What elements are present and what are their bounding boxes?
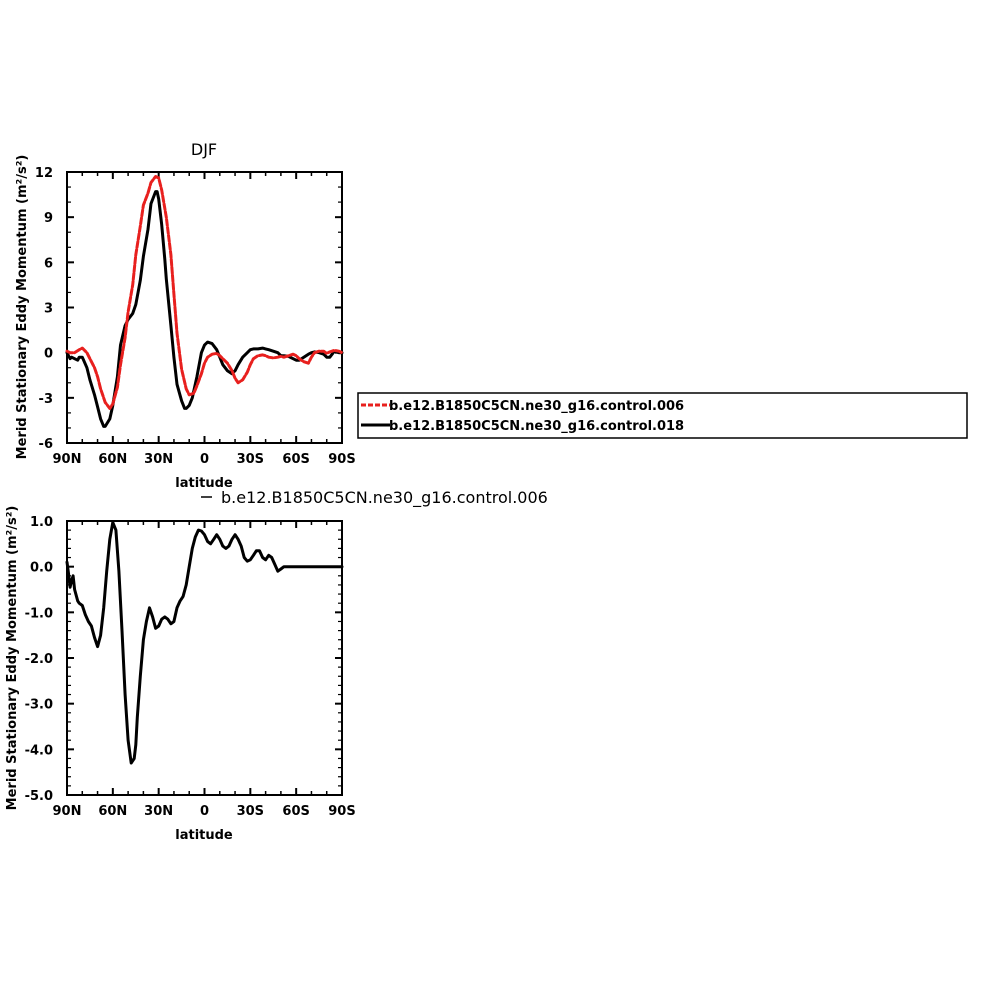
- top-y-tick-label: 12: [35, 166, 53, 181]
- bottom-x-tick-label: 90S: [328, 804, 355, 819]
- top-y-tick-label: 3: [44, 302, 53, 317]
- bottom-y-tick-label: 1.0: [30, 515, 53, 530]
- top-x-tick-label: 30N: [144, 452, 173, 467]
- top-x-tick-label: 60S: [282, 452, 309, 467]
- top-y-tick-label: -6: [39, 437, 53, 452]
- top-x-tick-label: 90N: [53, 452, 82, 467]
- bottom-x-axis-label: latitude: [175, 828, 233, 843]
- top-x-axis-label: latitude: [175, 476, 233, 491]
- top-panel: DJF 90N 60N 30N 0 30S 60S 90S -6 -3 0 3 6 9 12 latit…: [15, 140, 356, 491]
- top-series-lines: [65, 175, 344, 428]
- top-x-tick-label: 60N: [98, 452, 127, 467]
- bottom-series-line-0: [65, 520, 344, 765]
- bottom-y-tick-label: -4.0: [25, 743, 53, 758]
- top-plot-frame: [66, 171, 343, 444]
- top-y-tick-label: 6: [44, 256, 53, 271]
- bottom-y-tick-label: 0.0: [30, 561, 53, 576]
- legend: b.e12.B1850C5CN.ne30_g16.control.006 b.e…: [357, 392, 968, 439]
- bottom-x-tick-label: 0: [200, 804, 209, 819]
- top-y-tick-label: 0: [44, 347, 53, 362]
- bottom-x-tick-label: 30S: [237, 804, 264, 819]
- legend-label-control-018: b.e12.B1850C5CN.ne30_g16.control.018: [389, 419, 684, 434]
- difference-legend-label: b.e12.B1850C5CN.ne30_g16.control.006: [221, 488, 548, 508]
- bottom-series-lines: [65, 520, 344, 765]
- bottom-y-ticks: 1.0 0.0 -1.0 -2.0 -3.0 -4.0 -5.0: [25, 515, 342, 804]
- bottom-y-axis-label: Merid Stationary Eddy Momentum (m²/s²): [5, 506, 20, 811]
- bottom-panel: b.e12.B1850C5CN.ne30_g16.control.006 90N…: [5, 488, 548, 843]
- bottom-y-tick-label: -5.0: [25, 789, 53, 804]
- top-chart-title: DJF: [191, 140, 217, 159]
- bottom-y-tick-label: -1.0: [25, 606, 53, 621]
- top-y-ticks: -6 -3 0 3 6 9 12: [35, 166, 342, 452]
- bottom-x-tick-label: 60N: [98, 804, 127, 819]
- top-x-ticks: 90N 60N 30N 0 30S 60S 90S: [53, 172, 356, 467]
- top-y-axis-label: Merid Stationary Eddy Momentum (m²/s²): [15, 155, 30, 460]
- top-y-tick-label: -3: [39, 392, 53, 407]
- bottom-x-tick-label: 90N: [53, 804, 82, 819]
- top-x-tick-label: 90S: [328, 452, 355, 467]
- bottom-y-tick-label: -2.0: [25, 652, 53, 667]
- legend-label-control-006: b.e12.B1850C5CN.ne30_g16.control.006: [389, 399, 684, 414]
- bottom-x-ticks: 90N 60N 30N 0 30S 60S 90S: [53, 521, 356, 819]
- top-x-tick-label: 30S: [237, 452, 264, 467]
- top-x-tick-label: 0: [200, 452, 209, 467]
- bottom-x-tick-label: 60S: [282, 804, 309, 819]
- legend-frame: [357, 392, 968, 439]
- top-series-line-1: [65, 190, 344, 428]
- bottom-x-tick-label: 30N: [144, 804, 173, 819]
- bottom-y-tick-label: -3.0: [25, 698, 53, 713]
- top-series-line-0: [65, 175, 344, 410]
- top-y-tick-label: 9: [44, 211, 53, 226]
